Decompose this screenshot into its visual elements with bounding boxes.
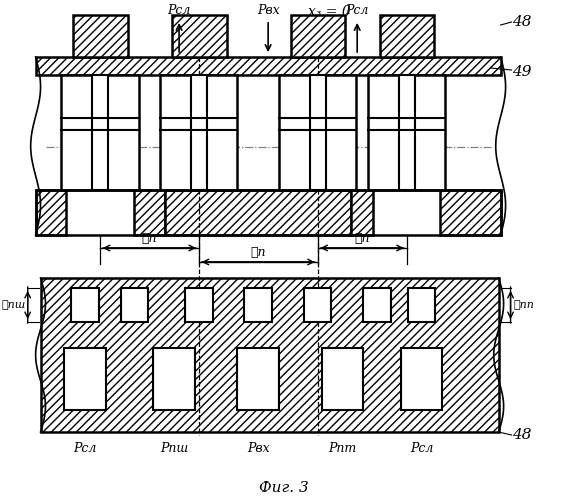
Text: 48: 48 [512, 15, 532, 29]
Text: 49: 49 [512, 65, 532, 79]
Text: Pсл: Pсл [73, 442, 97, 455]
Bar [244, 288, 272, 322]
Bar [238, 348, 279, 410]
Text: Pсл: Pсл [346, 3, 369, 16]
Bar [185, 288, 213, 322]
Text: ℓп: ℓп [142, 232, 157, 245]
Bar [35, 190, 501, 235]
Bar [279, 75, 356, 190]
Bar [120, 288, 149, 322]
Bar [35, 57, 501, 75]
Bar [363, 288, 391, 322]
Text: 48: 48 [512, 428, 532, 442]
Text: Pвх: Pвх [257, 3, 279, 16]
Bar [291, 15, 345, 57]
Bar [310, 75, 325, 190]
Bar [92, 75, 108, 190]
Bar [321, 348, 363, 410]
Bar [408, 288, 435, 322]
Text: Pсл: Pсл [167, 3, 191, 16]
Bar [72, 288, 99, 322]
Text: ℓп: ℓп [251, 246, 266, 258]
Text: Pвх: Pвх [247, 442, 270, 455]
Text: Фиг. 3: Фиг. 3 [259, 481, 309, 495]
Bar [191, 75, 207, 190]
Bar [64, 348, 106, 410]
Bar [160, 75, 238, 190]
Bar [61, 75, 138, 190]
Text: ℓпп: ℓпп [514, 300, 535, 310]
Bar [35, 190, 501, 235]
Text: x₃ = 0: x₃ = 0 [308, 5, 350, 19]
Bar [304, 288, 332, 322]
Bar [440, 190, 501, 235]
Bar [368, 75, 445, 190]
Bar [399, 75, 414, 190]
Text: ℓпш: ℓпш [2, 300, 26, 310]
Bar [165, 190, 351, 235]
Bar [380, 15, 435, 57]
Bar [401, 348, 443, 410]
Text: Pсл: Pсл [410, 442, 433, 455]
Text: ℓп: ℓп [354, 232, 370, 245]
Bar [41, 278, 499, 432]
Bar [153, 348, 195, 410]
Text: Pпт: Pпт [328, 442, 356, 455]
Bar [73, 15, 128, 57]
Bar [133, 190, 165, 235]
Bar [172, 15, 226, 57]
Text: Pпш: Pпш [160, 442, 188, 455]
Bar [35, 190, 66, 235]
Bar [351, 190, 373, 235]
